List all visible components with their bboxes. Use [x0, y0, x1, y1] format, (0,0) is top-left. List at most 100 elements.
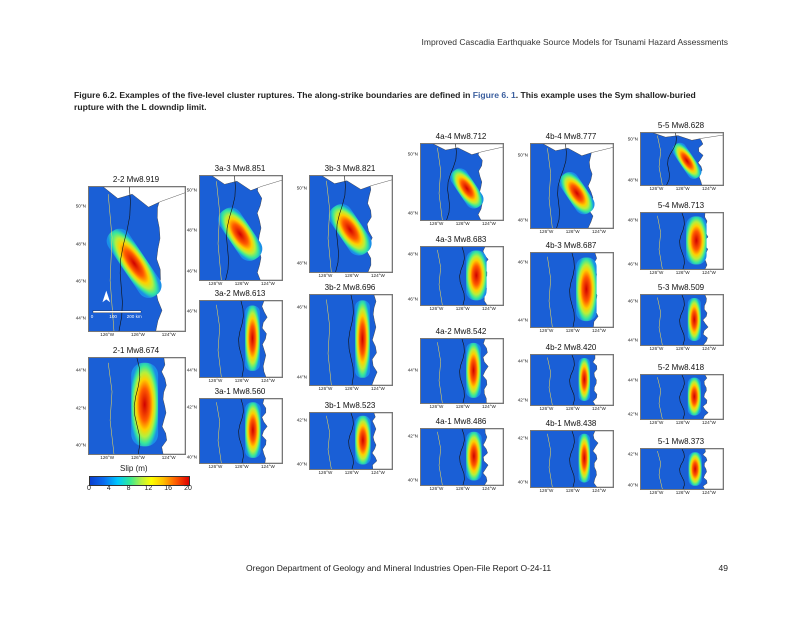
land-area [155, 187, 185, 331]
latitude-label: 44°N [407, 367, 418, 373]
longitude-label: 126°W [675, 346, 690, 351]
trench-line [348, 295, 354, 385]
fault-trace [437, 431, 443, 485]
slip-map [530, 430, 614, 488]
caption-text-2: . This example uses the Sym shallow-buri… [74, 90, 696, 112]
panel-title: 4b-4 Mw8.777 [545, 132, 597, 141]
map-canvas [92, 187, 185, 331]
longitude-label: 124°W [481, 221, 496, 226]
longitude-label: 124°W [591, 406, 606, 411]
fault-trace [657, 450, 663, 489]
fault-trace [437, 249, 443, 305]
panel-title: 3a-3 Mw8.851 [214, 164, 266, 173]
longitude-label: 126°W [455, 306, 470, 311]
longitude-label: 126°W [649, 420, 664, 425]
panel-title: 5-5 Mw8.628 [657, 121, 705, 130]
latitude-label: 44°N [296, 374, 307, 380]
colorbar-tick: 0 [87, 485, 91, 492]
land-area [587, 144, 613, 228]
map-canvas [437, 429, 503, 485]
figure-reference-link[interactable]: Figure 6. 1 [472, 90, 516, 100]
latitude-label: 46°N [296, 304, 307, 310]
slip-patch [559, 171, 595, 215]
panel-title: 5-3 Mw8.509 [657, 283, 705, 292]
fault-trace [437, 147, 443, 220]
longitude-label: 126°W [649, 270, 664, 275]
colorbar-title: Slip (m) [120, 464, 148, 473]
latitude-label: 40°N [627, 482, 638, 488]
map-canvas [657, 449, 723, 489]
land-area [592, 355, 613, 405]
trench-line [679, 375, 685, 419]
land-area [592, 431, 613, 487]
map-canvas [326, 413, 392, 469]
trench-line [569, 355, 575, 405]
fault-trace [657, 377, 663, 419]
longitude-label: 126°W [675, 420, 690, 425]
trench-line [459, 339, 465, 403]
latitude-label: 40°N [75, 442, 86, 448]
longitude-label: 126°W [234, 281, 249, 286]
land-area [261, 399, 282, 463]
map-canvas [543, 144, 613, 228]
slip-patch [131, 362, 159, 447]
land-area [256, 176, 282, 280]
latitude-label: 48°N [627, 177, 638, 183]
panel-title: 4a-2 Mw8.542 [435, 327, 487, 336]
land-area [482, 339, 503, 403]
longitude-label: 126°W [318, 273, 333, 278]
slip-patch [578, 433, 591, 483]
slip-patch [450, 168, 484, 209]
fault-trace [657, 215, 663, 269]
longitude-label: 124°W [591, 328, 606, 333]
latitude-label: 42°N [407, 433, 418, 439]
trench-line [569, 253, 575, 327]
panel-title: 4a-1 Mw8.486 [435, 417, 487, 426]
land-area [477, 144, 503, 220]
trench-line [238, 301, 244, 377]
longitude-label: 126°W [344, 386, 359, 391]
panel-title: 3a-1 Mw8.560 [214, 387, 266, 396]
scale-label: 200 km [126, 314, 142, 320]
scale-label: 0 [90, 314, 94, 320]
trench-line [459, 247, 465, 305]
vancouver-island [321, 176, 392, 190]
slip-patch [355, 415, 371, 465]
map-canvas [326, 295, 392, 385]
latitude-label: 48°N [627, 217, 638, 223]
map-canvas [657, 375, 723, 419]
colorbar-tick: 8 [126, 485, 131, 492]
slip-map [88, 186, 186, 332]
trench-line [569, 431, 575, 487]
latitude-label: 50°N [186, 187, 197, 193]
longitude-label: 124°W [161, 455, 176, 460]
longitude-label: 124°W [370, 273, 385, 278]
longitude-label: 124°W [481, 486, 496, 491]
page-footer: Oregon Department of Geology and Mineral… [246, 563, 552, 573]
fault-trace [547, 357, 553, 405]
slip-patch [106, 228, 162, 298]
longitude-label: 124°W [701, 420, 716, 425]
longitude-label: 126°W [675, 270, 690, 275]
latitude-label: 48°N [186, 227, 197, 233]
slip-map [640, 212, 724, 270]
map-canvas [437, 339, 503, 403]
latitude-label: 50°N [517, 152, 528, 158]
slip-map [420, 428, 504, 486]
longitude-label: 124°W [260, 281, 275, 286]
latitude-label: 46°N [627, 298, 638, 304]
trench-line [238, 399, 244, 463]
latitude-label: 42°N [517, 397, 528, 403]
map-canvas [437, 247, 503, 305]
map-canvas [547, 431, 613, 487]
slip-patch [687, 377, 701, 416]
slip-patch [245, 402, 261, 458]
latitude-label: 40°N [517, 479, 528, 485]
longitude-label: 126°W [539, 229, 554, 234]
longitude-label: 124°W [701, 346, 716, 351]
map-canvas [211, 176, 282, 280]
trench-line [679, 213, 685, 269]
slip-patch [466, 250, 487, 301]
longitude-label: 126°W [234, 464, 249, 469]
fault-trace [547, 148, 553, 228]
